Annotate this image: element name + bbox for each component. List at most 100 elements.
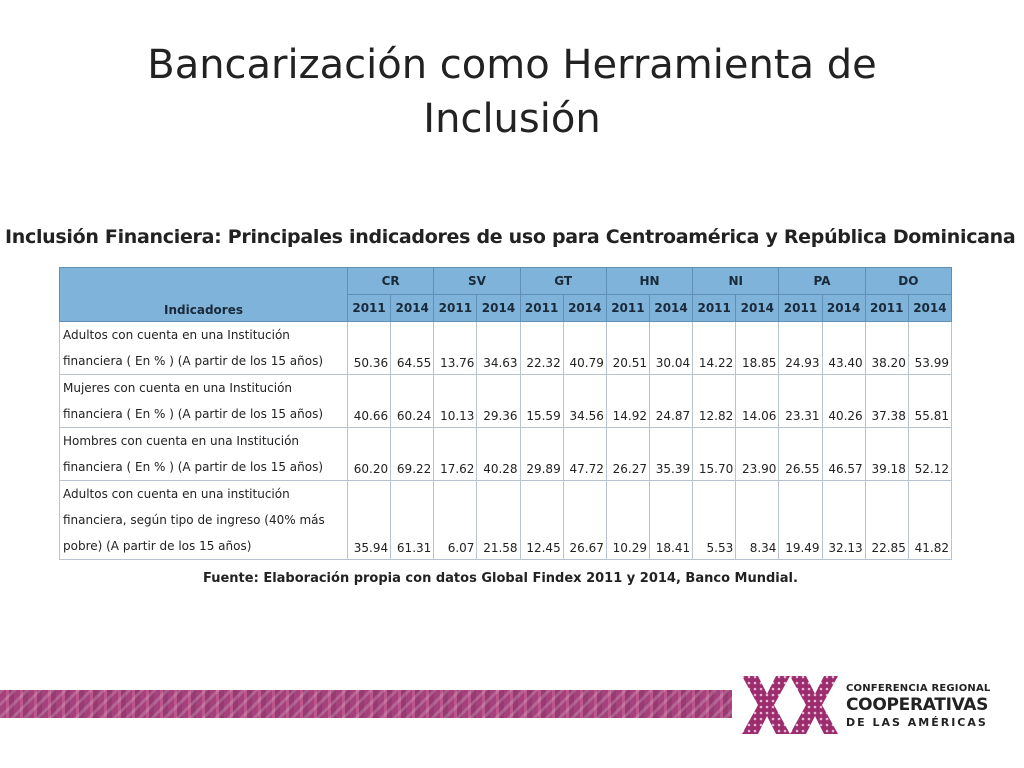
table-cell: 39.18	[864, 427, 909, 481]
table-cell: 22.32	[519, 321, 564, 375]
table-cell: 23.90	[735, 427, 780, 481]
logo-line-2: COOPERATIVAS	[846, 695, 989, 715]
table-cell: 40.79	[562, 321, 607, 375]
table-cell: 20.51	[605, 321, 650, 375]
table-cell: 12.82	[692, 374, 737, 428]
table-cell: 21.58	[476, 480, 521, 560]
indicators-table: Indicadores CR SV GT HN NI PA DO 2011 201…	[59, 267, 953, 560]
table-cell: 29.36	[476, 374, 521, 428]
country-header: DO	[864, 267, 953, 295]
table-row: Adultos con cuenta en una institución fi…	[59, 480, 953, 560]
table-cell: 38.20	[864, 321, 909, 375]
table-body: Adultos con cuenta en una Institución fi…	[59, 321, 953, 560]
table-cell: 43.40	[821, 321, 866, 375]
year-header: 2011	[778, 294, 823, 322]
table-cell: 55.81	[907, 374, 953, 428]
table-cell: 6.07	[433, 480, 478, 560]
indicator-label: Adultos con cuenta en una institución fi…	[59, 480, 348, 560]
table-heading: Inclusión Financiera: Principales indica…	[5, 226, 1016, 248]
table-cell: 24.93	[778, 321, 823, 375]
table-row: Adultos con cuenta en una Institución fi…	[59, 321, 953, 375]
table-cell: 30.04	[648, 321, 694, 375]
table-cell: 10.13	[433, 374, 478, 428]
table-cell: 35.39	[648, 427, 694, 481]
year-header: 2014	[476, 294, 521, 322]
year-header: 2011	[692, 294, 737, 322]
table-cell: 47.72	[562, 427, 607, 481]
table-row: Hombres con cuenta en una Institución fi…	[59, 427, 953, 481]
table-cell: 35.94	[346, 480, 392, 560]
logo-line-3: DE LAS AMÉRICAS	[846, 716, 988, 729]
table-cell: 29.89	[519, 427, 564, 481]
table-cell: 69.22	[390, 427, 435, 481]
country-header: PA	[778, 267, 866, 295]
table-cell: 17.62	[433, 427, 478, 481]
table-cell: 40.66	[346, 374, 392, 428]
table-cell: 50.36	[346, 321, 392, 375]
year-header: 2011	[864, 294, 909, 322]
year-header: 2014	[562, 294, 607, 322]
year-header: 2014	[390, 294, 435, 322]
table-cell: 60.24	[390, 374, 435, 428]
country-header: NI	[692, 267, 780, 295]
indicator-column-header: Indicadores	[59, 267, 348, 322]
table-cell: 60.20	[346, 427, 392, 481]
table-row: Mujeres con cuenta en una Institución fi…	[59, 374, 953, 428]
year-header: 2014	[821, 294, 866, 322]
table-cell: 18.85	[735, 321, 780, 375]
table-cell: 32.13	[821, 480, 866, 560]
table-cell: 34.63	[476, 321, 521, 375]
table-cell: 14.92	[605, 374, 650, 428]
year-header: 2011	[346, 294, 392, 322]
table-cell: 18.41	[648, 480, 694, 560]
year-header-row: 2011 2014 2011 2014 2011 2014 2011 2014 2011 2014…	[60, 294, 953, 322]
year-header: 2014	[907, 294, 953, 322]
table-cell: 12.45	[519, 480, 564, 560]
table-cell: 26.67	[562, 480, 607, 560]
table-cell: 8.34	[735, 480, 780, 560]
table-cell: 22.85	[864, 480, 909, 560]
table-cell: 14.06	[735, 374, 780, 428]
table-cell: 46.57	[821, 427, 866, 481]
year-header: 2011	[519, 294, 564, 322]
roman-numeral-xx-pattern-icon	[742, 676, 838, 734]
decorative-band-pattern	[0, 690, 732, 718]
year-header: 2011	[433, 294, 478, 322]
logo-line-1: CONFERENCIA REGIONAL	[846, 683, 991, 694]
year-header: 2014	[735, 294, 780, 322]
table-cell: 23.31	[778, 374, 823, 428]
table-cell: 13.76	[433, 321, 478, 375]
table-cell: 19.49	[778, 480, 823, 560]
table-cell: 64.55	[390, 321, 435, 375]
table-cell: 40.26	[821, 374, 866, 428]
table-cell: 26.27	[605, 427, 650, 481]
year-header: 2011	[605, 294, 650, 322]
decorative-band	[0, 690, 732, 718]
slide-title: Bancarización como Herramienta de Inclus…	[147, 42, 877, 142]
source-note: Fuente: Elaboración propia con datos Glo…	[203, 571, 798, 586]
indicator-label: Hombres con cuenta en una Institución fi…	[59, 427, 348, 481]
country-header: CR	[346, 267, 435, 295]
table-cell: 10.29	[605, 480, 650, 560]
indicator-label: Adultos con cuenta en una Institución fi…	[59, 321, 348, 375]
table-cell: 53.99	[907, 321, 953, 375]
indicator-label: Mujeres con cuenta en una Institución fi…	[59, 374, 348, 428]
conference-logo-text: CONFERENCIA REGIONAL COOPERATIVAS DE LAS…	[846, 682, 1016, 730]
country-header: HN	[605, 267, 694, 295]
table-cell: 26.55	[778, 427, 823, 481]
table-cell: 14.22	[692, 321, 737, 375]
year-header: 2014	[648, 294, 694, 322]
table-cell: 37.38	[864, 374, 909, 428]
country-header: SV	[433, 267, 521, 295]
country-header-row: Indicadores CR SV GT HN NI PA DO	[59, 267, 953, 322]
table-cell: 34.56	[562, 374, 607, 428]
table-cell: 24.87	[648, 374, 694, 428]
table-cell: 61.31	[390, 480, 435, 560]
country-header: GT	[519, 267, 607, 295]
table-cell: 41.82	[907, 480, 953, 560]
table-cell: 15.70	[692, 427, 737, 481]
table-cell: 40.28	[476, 427, 521, 481]
table-cell: 5.53	[692, 480, 737, 560]
table-cell: 52.12	[907, 427, 953, 481]
table-cell: 15.59	[519, 374, 564, 428]
